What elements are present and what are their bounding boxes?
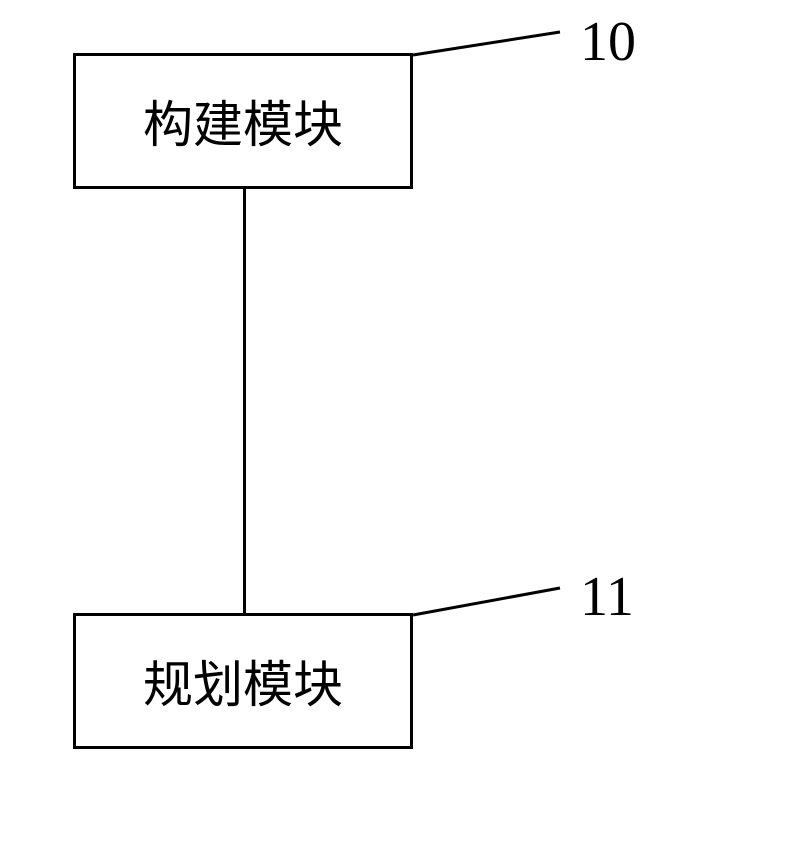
- reference-number-11: 11: [580, 565, 634, 629]
- leader-line-11: [0, 0, 802, 867]
- block-diagram: 构建模块 10 规划模块 11: [0, 0, 802, 867]
